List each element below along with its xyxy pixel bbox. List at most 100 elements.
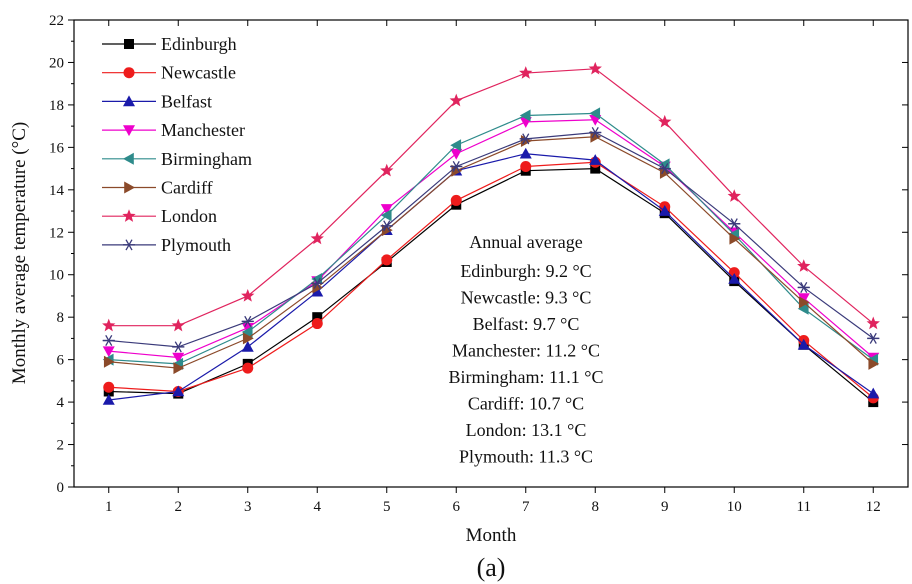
- series-line-plymouth: [108, 131, 874, 348]
- series-line-cardiff: [108, 136, 874, 369]
- annotation-line: Birmingham: 11.1 °C: [448, 367, 603, 387]
- data-point-newcastle: [311, 318, 323, 330]
- data-point-cardiff: [590, 130, 602, 143]
- series-line-belfast: [108, 153, 874, 401]
- series-line-newcastle: [108, 161, 874, 399]
- legend-item-cardiff: Cardiff: [102, 178, 213, 198]
- series-line-manchester: [108, 119, 874, 359]
- series-line-edinburgh: [108, 167, 874, 403]
- data-point-belfast: [102, 393, 115, 405]
- data-point-belfast: [172, 385, 185, 397]
- x-tick-label: 7: [522, 499, 530, 515]
- y-tick-label: 10: [49, 268, 64, 284]
- annotation-line: London: 13.1 °C: [466, 420, 587, 440]
- annotation-line: Newcastle: 9.3 °C: [461, 288, 592, 308]
- x-tick-label: 4: [314, 499, 322, 515]
- series-plymouth: [102, 126, 880, 353]
- data-point-plymouth: [728, 218, 741, 230]
- data-point-birmingham: [519, 109, 531, 122]
- data-point-london: [449, 93, 463, 107]
- data-point-cardiff: [729, 232, 741, 245]
- data-point-plymouth: [589, 126, 602, 139]
- data-point-cardiff: [659, 166, 671, 179]
- data-point-manchester: [797, 293, 810, 305]
- x-tick-label: 10: [727, 499, 742, 515]
- x-tick-label: 5: [383, 499, 391, 515]
- legend-item-plymouth: Plymouth: [102, 235, 231, 255]
- series-layer: [102, 61, 880, 408]
- data-point-plymouth: [519, 133, 532, 145]
- data-point-plymouth: [311, 277, 324, 289]
- data-point-birmingham: [450, 139, 462, 152]
- y-tick-label: 16: [49, 140, 65, 156]
- data-point-cardiff: [798, 296, 810, 309]
- data-point-plymouth: [172, 341, 185, 353]
- data-point-birmingham: [658, 158, 670, 171]
- y-tick-label: 4: [57, 395, 65, 411]
- data-point-newcastle: [728, 267, 740, 279]
- annotation-line: Manchester: 11.2 °C: [452, 341, 600, 361]
- x-tick-label: 2: [175, 499, 183, 515]
- legend-marker: [123, 152, 134, 165]
- y-tick-label: 14: [49, 183, 65, 199]
- data-point-belfast: [241, 340, 254, 352]
- legend-item-belfast: Belfast: [102, 91, 212, 111]
- data-point-london: [658, 114, 672, 128]
- data-point-cardiff: [242, 332, 254, 345]
- data-point-london: [588, 61, 602, 75]
- x-tick-label: 9: [661, 499, 669, 515]
- annotation-line: Belfast: 9.7 °C: [473, 314, 580, 334]
- data-point-belfast: [589, 154, 602, 165]
- legend-label: Cardiff: [161, 178, 213, 198]
- data-point-london: [241, 288, 255, 302]
- data-point-newcastle: [242, 362, 254, 374]
- legend-label: Belfast: [161, 91, 212, 111]
- data-point-london: [171, 318, 185, 332]
- legend-item-london: London: [102, 206, 217, 226]
- legend-label: London: [161, 206, 217, 226]
- legend-marker: [123, 67, 135, 79]
- data-point-birmingham: [380, 209, 392, 222]
- data-point-manchester: [380, 204, 393, 215]
- data-point-london: [102, 318, 116, 332]
- data-point-plymouth: [102, 335, 115, 347]
- x-tick-label: 6: [453, 499, 461, 515]
- y-tick-label: 0: [57, 480, 65, 496]
- data-point-london: [310, 231, 324, 245]
- legend-label: Birmingham: [161, 149, 252, 169]
- data-point-birmingham: [589, 107, 601, 120]
- data-point-newcastle: [520, 160, 532, 172]
- y-tick-label: 18: [49, 98, 64, 114]
- data-point-belfast: [867, 387, 880, 399]
- legend-marker: [123, 95, 135, 107]
- x-tick-label: 12: [866, 499, 881, 515]
- x-tick-label: 8: [592, 499, 600, 515]
- data-point-london: [380, 163, 394, 177]
- y-tick-label: 12: [49, 225, 64, 241]
- legend-marker: [124, 39, 134, 49]
- legend-marker: [123, 239, 135, 251]
- data-point-birmingham: [797, 302, 809, 315]
- legend: Edinburgh Newcastle Belfast Manchester Birmi…: [102, 34, 252, 255]
- data-point-edinburgh: [312, 312, 323, 323]
- legend-marker: [122, 209, 136, 222]
- annotation-line: Edinburgh: 9.2 °C: [460, 261, 591, 281]
- legend-label: Edinburgh: [161, 34, 237, 54]
- x-tick-label: 1: [105, 499, 113, 515]
- data-point-belfast: [797, 338, 810, 350]
- data-point-plymouth: [658, 163, 671, 175]
- data-point-plymouth: [797, 281, 810, 293]
- data-point-plymouth: [241, 315, 254, 327]
- data-point-london: [797, 259, 811, 272]
- data-point-belfast: [519, 147, 532, 159]
- data-point-newcastle: [450, 194, 462, 206]
- data-point-cardiff: [868, 357, 880, 370]
- y-axis-title: Monthly average temperature (°C): [9, 122, 30, 384]
- legend-label: Newcastle: [161, 63, 236, 83]
- y-tick-label: 6: [57, 353, 65, 369]
- legend-item-birmingham: Birmingham: [102, 149, 252, 169]
- y-tick-label: 20: [49, 55, 64, 71]
- data-point-newcastle: [103, 381, 115, 393]
